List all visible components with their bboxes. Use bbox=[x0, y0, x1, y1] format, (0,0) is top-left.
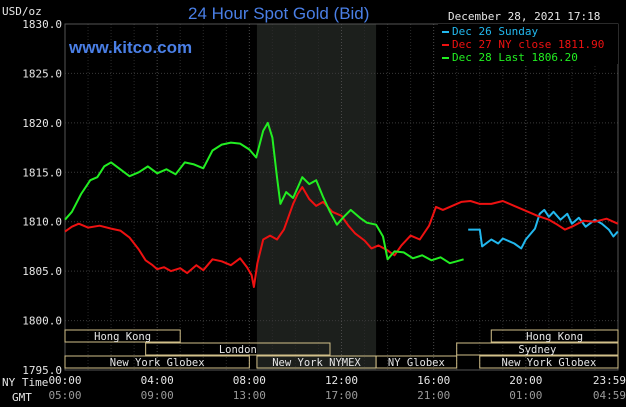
x-tick-ny: 23:59 bbox=[593, 374, 626, 387]
market-session-label: New York Globex bbox=[110, 357, 205, 369]
x-tick-ny: 08:00 bbox=[233, 374, 266, 387]
series-line-3 bbox=[64, 121, 464, 265]
x-tick-ny: 16:00 bbox=[417, 374, 450, 387]
market-session-box bbox=[490, 329, 619, 343]
market-session-label: Hong Kong bbox=[526, 331, 583, 343]
market-session-label: Hong Kong bbox=[94, 331, 151, 343]
y-tick-label: 1810.0 bbox=[22, 216, 62, 229]
series-line-2 bbox=[64, 186, 619, 288]
x-tick-gmt: 09:00 bbox=[141, 389, 174, 402]
x-tick-ny: 04:00 bbox=[141, 374, 174, 387]
y-tick-label: 1800.0 bbox=[22, 315, 62, 328]
market-session-box bbox=[479, 355, 619, 369]
y-tick-label: 1805.0 bbox=[22, 265, 62, 278]
chart-title: 24 Hour Spot Gold (Bid) bbox=[188, 4, 369, 23]
market-session-box bbox=[456, 342, 619, 356]
y-tick-label: 1830.0 bbox=[22, 18, 62, 31]
market-session-label: NY Globex bbox=[388, 357, 445, 369]
x-tick-ny: 20:00 bbox=[509, 374, 542, 387]
timestamp: December 28, 2021 17:18 bbox=[448, 10, 600, 23]
legend-box bbox=[438, 24, 618, 64]
y-axis-ticks: 1795.0 1800.0 1805.0 1810.0 1815.0 1820.0 1825… bbox=[22, 18, 62, 377]
x-tick-gmt: 04:59 bbox=[593, 389, 626, 402]
x-tick-gmt: 05:00 bbox=[48, 389, 81, 402]
market-session-label: New York NYMEX bbox=[272, 357, 361, 369]
grid bbox=[64, 23, 619, 371]
plot-border bbox=[64, 23, 619, 371]
nymex-shaded-region bbox=[256, 24, 377, 370]
x-axis-ticks: 00:00 05:00 04:00 09:00 08:00 13:00 12:00 17:00… bbox=[48, 374, 626, 402]
market-session-label: Sydney bbox=[518, 344, 556, 356]
x-tick-ny: 12:00 bbox=[325, 374, 358, 387]
market-session-box bbox=[375, 355, 458, 369]
gmt-row-label: GMT bbox=[12, 391, 32, 404]
x-tick-gmt: 17:00 bbox=[325, 389, 358, 402]
y-tick-label: 1825.0 bbox=[22, 67, 62, 80]
x-tick-ny: 00:00 bbox=[48, 374, 81, 387]
legend-label: Dec 28 Last 1806.20 bbox=[452, 51, 578, 64]
market-session-label: London bbox=[219, 344, 257, 356]
market-session-box bbox=[64, 329, 181, 343]
y-tick-label: 1820.0 bbox=[22, 117, 62, 130]
y-tick-label: 1815.0 bbox=[22, 166, 62, 179]
market-session-box bbox=[64, 355, 250, 369]
x-tick-gmt: 01:00 bbox=[509, 389, 542, 402]
legend-label: Dec 27 NY close 1811.90 bbox=[452, 38, 604, 51]
market-session-label: New York Globex bbox=[501, 357, 596, 369]
market-session-box bbox=[145, 342, 331, 356]
legend-label: Dec 26 Sunday bbox=[452, 25, 538, 38]
y-axis-unit: USD/oz bbox=[2, 5, 42, 18]
x-tick-gmt: 21:00 bbox=[417, 389, 450, 402]
series-lines bbox=[64, 121, 619, 288]
website-label: www.kitco.com bbox=[68, 38, 192, 57]
x-tick-gmt: 13:00 bbox=[233, 389, 266, 402]
y-tick-label: 1795.0 bbox=[22, 364, 62, 377]
ny-time-row-label: NY Time bbox=[2, 376, 48, 389]
